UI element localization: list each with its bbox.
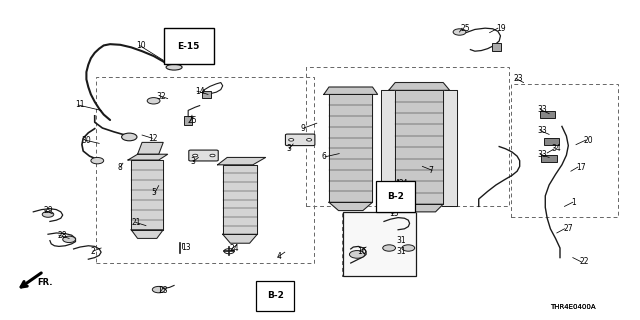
Text: 7: 7	[429, 166, 434, 175]
Text: 30: 30	[81, 136, 91, 145]
Text: 17: 17	[576, 163, 586, 172]
Circle shape	[147, 98, 160, 104]
FancyBboxPatch shape	[343, 212, 416, 276]
Text: THR4E0400A: THR4E0400A	[550, 304, 596, 310]
Polygon shape	[329, 202, 372, 211]
Circle shape	[63, 236, 76, 243]
Text: 5: 5	[152, 188, 157, 197]
Text: 24: 24	[229, 244, 239, 253]
Text: 28: 28	[58, 231, 67, 240]
Circle shape	[193, 154, 198, 157]
Text: E-15: E-15	[178, 42, 200, 51]
Text: 24: 24	[398, 179, 408, 188]
Circle shape	[349, 251, 365, 258]
Polygon shape	[218, 157, 266, 165]
Text: 29: 29	[44, 206, 53, 215]
Polygon shape	[324, 87, 378, 94]
Text: 4: 4	[276, 252, 282, 261]
Text: 31: 31	[397, 247, 406, 256]
FancyBboxPatch shape	[189, 150, 218, 161]
Text: FR.: FR.	[37, 278, 52, 287]
Circle shape	[453, 29, 466, 35]
FancyBboxPatch shape	[285, 134, 315, 146]
Bar	[342, 213, 416, 276]
Text: 25: 25	[461, 24, 470, 33]
Text: 21: 21	[131, 218, 141, 227]
Text: 34: 34	[552, 144, 561, 153]
Text: B-2: B-2	[267, 292, 284, 300]
Circle shape	[289, 139, 294, 141]
Bar	[492, 43, 501, 51]
Text: 15: 15	[389, 209, 399, 218]
Circle shape	[91, 157, 104, 164]
Text: E-15: E-15	[178, 42, 200, 51]
Text: 23: 23	[513, 74, 523, 83]
Text: 33: 33	[538, 126, 547, 135]
Text: B-2: B-2	[387, 192, 404, 201]
Text: 14: 14	[195, 87, 205, 96]
Text: 31: 31	[397, 236, 406, 245]
Text: 13: 13	[181, 244, 191, 252]
Polygon shape	[223, 165, 257, 234]
Text: 27: 27	[563, 224, 573, 233]
Polygon shape	[131, 160, 163, 230]
Polygon shape	[381, 90, 458, 206]
Text: 16: 16	[357, 247, 367, 256]
Text: 10: 10	[136, 41, 146, 50]
Text: 6: 6	[322, 152, 327, 161]
Text: 11: 11	[76, 100, 85, 109]
Bar	[96, 77, 314, 263]
Text: 33: 33	[538, 105, 547, 114]
Ellipse shape	[166, 64, 182, 70]
Circle shape	[402, 245, 415, 251]
Text: 12: 12	[148, 134, 158, 143]
Circle shape	[210, 154, 215, 157]
Polygon shape	[131, 230, 163, 238]
Bar	[184, 116, 192, 125]
Text: B-2: B-2	[387, 192, 404, 201]
Bar	[540, 111, 555, 118]
Circle shape	[152, 286, 165, 293]
Text: THR4E0400A: THR4E0400A	[550, 304, 596, 310]
Circle shape	[307, 139, 312, 141]
Text: 8: 8	[117, 163, 122, 172]
Bar	[306, 67, 509, 206]
Text: 32: 32	[157, 92, 166, 101]
Text: 9: 9	[301, 124, 306, 132]
Text: 22: 22	[579, 257, 589, 266]
Bar	[511, 84, 618, 217]
Text: B-2: B-2	[267, 292, 284, 300]
Text: 20: 20	[584, 136, 593, 145]
Circle shape	[42, 212, 54, 217]
Text: 3: 3	[191, 157, 196, 166]
Polygon shape	[396, 90, 443, 204]
Bar	[202, 91, 211, 98]
Bar	[544, 138, 559, 145]
Bar	[541, 155, 557, 162]
Text: 2: 2	[91, 247, 95, 256]
Polygon shape	[138, 142, 163, 154]
Text: 19: 19	[496, 24, 506, 33]
Text: 3: 3	[287, 144, 292, 153]
Text: 25: 25	[188, 116, 197, 125]
Circle shape	[122, 133, 137, 141]
Text: 23: 23	[158, 286, 168, 295]
Polygon shape	[329, 94, 372, 202]
Polygon shape	[223, 234, 257, 243]
Text: 33: 33	[538, 150, 547, 159]
Polygon shape	[128, 154, 168, 160]
Circle shape	[383, 245, 396, 251]
Polygon shape	[396, 204, 443, 212]
Polygon shape	[389, 83, 450, 90]
Text: 1: 1	[572, 198, 576, 207]
